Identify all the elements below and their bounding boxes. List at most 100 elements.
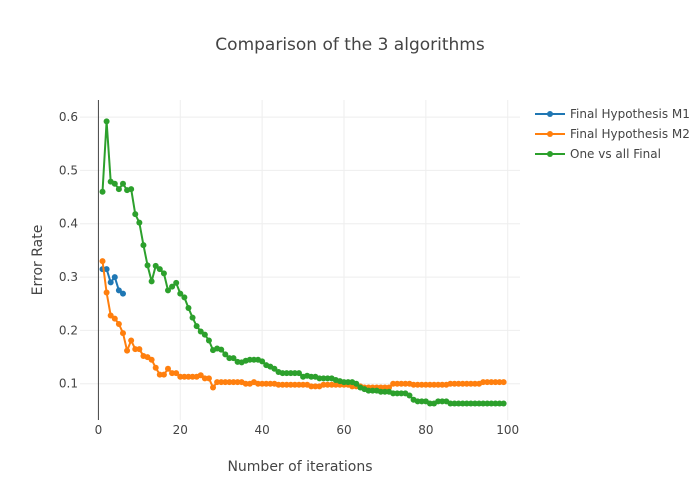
data-point [107, 279, 114, 286]
data-point [210, 384, 217, 391]
data-point [132, 211, 139, 218]
data-point [99, 188, 106, 195]
data-point [160, 270, 167, 277]
series-line [101, 120, 504, 405]
data-point [279, 370, 286, 377]
y-tick-label: 0.2 [59, 323, 78, 337]
data-point [111, 180, 118, 187]
data-point [136, 346, 143, 353]
data-point [398, 390, 405, 397]
data-point [103, 118, 110, 125]
data-point [205, 375, 212, 382]
data-point [259, 358, 266, 365]
y-tick-label: 0.5 [59, 163, 78, 177]
data-point [185, 305, 192, 311]
legend[interactable]: Final Hypothesis M1 Final Hypothesis M2 On… [535, 107, 690, 161]
data-point [414, 381, 421, 388]
data-point [455, 380, 462, 387]
data-point [124, 347, 131, 354]
data-point [439, 398, 446, 405]
data-point [467, 380, 474, 387]
y-tick-label: 0.3 [59, 270, 78, 284]
data-point [136, 219, 143, 226]
data-point [148, 356, 155, 363]
data-point [455, 400, 462, 407]
data-point [263, 380, 270, 387]
y-axis-title: Error Rate [30, 225, 46, 296]
x-tick-label: 80 [418, 423, 433, 437]
data-point [119, 330, 126, 337]
data-point [230, 355, 237, 362]
data-point [279, 381, 286, 388]
data-point [140, 242, 147, 249]
y-tick-label: 0.4 [59, 217, 78, 231]
data-point [107, 312, 114, 319]
data-point [119, 180, 126, 187]
data-point [467, 400, 474, 407]
data-point [128, 186, 135, 193]
data-point [169, 370, 176, 377]
legend-item[interactable]: One vs all Final [535, 147, 661, 161]
data-point [201, 331, 208, 338]
data-point [345, 379, 352, 386]
data-point [205, 337, 212, 344]
plot-area [99, 118, 507, 407]
data-point [160, 371, 167, 378]
data-point [115, 186, 122, 193]
x-tick-label: 0 [95, 423, 103, 437]
legend-item[interactable]: Final Hypothesis M1 [535, 107, 690, 121]
legend-label: Final Hypothesis M2 [570, 127, 690, 141]
data-point [222, 351, 229, 358]
data-point [165, 365, 171, 372]
legend-swatch-marker [547, 111, 553, 117]
data-point [156, 266, 163, 273]
data-point [398, 380, 405, 387]
data-point [148, 278, 155, 285]
data-point [173, 370, 180, 377]
series-3 [99, 118, 507, 407]
data-point [291, 370, 298, 377]
data-point [128, 337, 135, 344]
data-point [320, 375, 327, 382]
data-point [500, 400, 507, 407]
data-point [103, 289, 110, 296]
data-point [111, 315, 118, 322]
data-point [169, 283, 176, 290]
data-point [439, 381, 446, 388]
legend-swatch-marker [547, 151, 553, 157]
data-point [152, 364, 159, 371]
data-point [480, 400, 487, 407]
legend-swatch-marker [547, 131, 553, 137]
data-point [181, 294, 188, 301]
data-point [119, 290, 126, 297]
data-point [193, 323, 200, 330]
data-point [144, 262, 151, 269]
x-tick-label: 60 [336, 423, 351, 437]
data-point [386, 384, 393, 391]
data-point [496, 379, 503, 386]
x-axis-ticks: 0 20 40 60 80 100 [95, 423, 520, 437]
data-point [500, 379, 507, 386]
data-point [111, 274, 118, 281]
data-point [222, 379, 229, 386]
y-axis-ticks: 0.1 0.2 0.3 0.4 0.5 0.6 [59, 110, 78, 391]
data-point [173, 279, 180, 286]
series-line [101, 260, 504, 389]
data-point [99, 258, 106, 265]
data-point [271, 365, 278, 372]
x-tick-label: 100 [496, 423, 519, 437]
legend-label: One vs all Final [570, 147, 661, 161]
y-tick-label: 0.6 [59, 110, 78, 124]
data-point [103, 266, 110, 273]
data-point [165, 287, 171, 294]
data-point [426, 400, 433, 407]
data-point [406, 392, 413, 399]
data-point [250, 356, 257, 363]
data-point [156, 371, 163, 378]
legend-item[interactable]: Final Hypothesis M2 [535, 127, 690, 141]
data-point [218, 346, 225, 353]
data-point [496, 400, 503, 407]
data-point [414, 398, 421, 405]
x-tick-label: 20 [173, 423, 188, 437]
